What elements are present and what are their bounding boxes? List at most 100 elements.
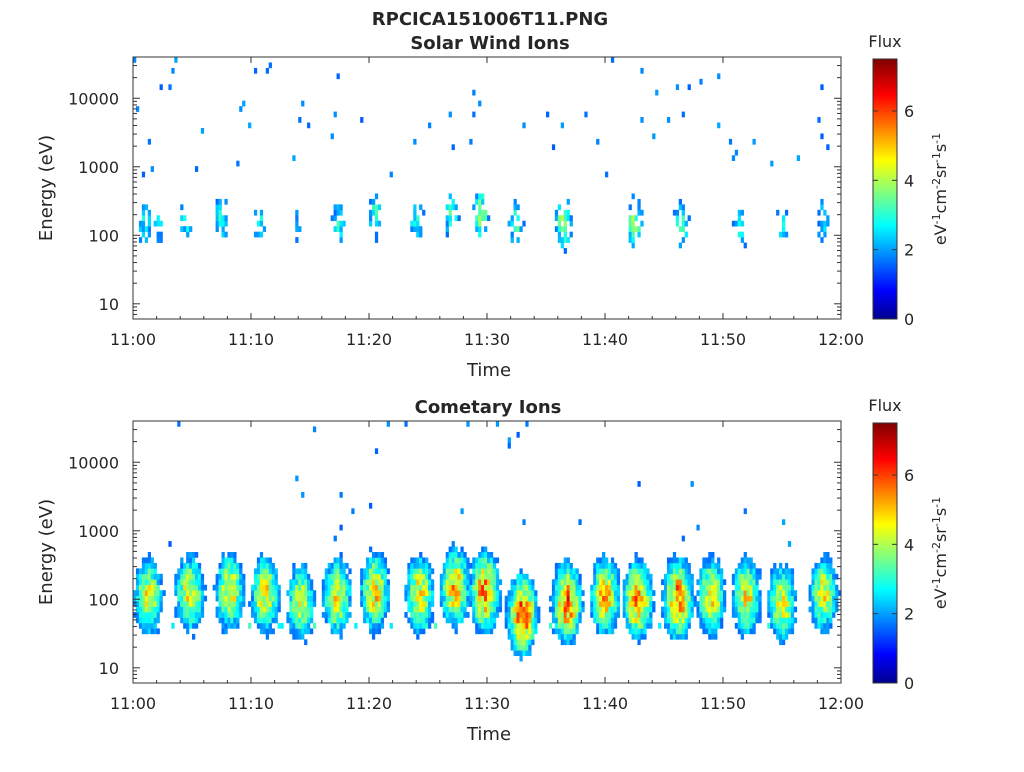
heatmap-cell (610, 601, 615, 607)
heatmap-cell (705, 562, 709, 569)
heatmap-cell (304, 590, 308, 596)
heatmap-cell (578, 601, 582, 607)
heatmap-cell (708, 552, 712, 558)
heatmap-cell (186, 568, 190, 575)
heatmap-cell (336, 584, 340, 591)
heatmap-cell (557, 231, 562, 238)
heatmap-cell (616, 573, 621, 580)
heatmap-cell (153, 562, 157, 569)
heatmap-cell (445, 557, 449, 564)
heatmap-cell (472, 590, 476, 596)
heatmap-cell (407, 606, 411, 613)
heatmap-cell (755, 579, 759, 586)
heatmap-cell (610, 562, 615, 569)
heatmap-cell (141, 601, 146, 607)
heatmap-cell (720, 568, 724, 575)
heatmap-cell (345, 562, 349, 569)
heatmap-cell (610, 612, 615, 618)
heatmap-cell (531, 579, 535, 586)
heatmap-cell (787, 579, 792, 586)
heatmap-cell (251, 601, 255, 607)
heatmap-cell (599, 573, 603, 580)
heatmap-cell (711, 562, 715, 569)
heatmap-cell (233, 612, 237, 618)
heatmap-cell (253, 67, 258, 74)
heatmap-cell (773, 568, 777, 575)
heatmap-cell (817, 209, 821, 216)
heatmap-cell (752, 579, 756, 586)
heatmap-cell (407, 617, 411, 624)
heatmap-cell (454, 562, 458, 569)
heatmap-cell (224, 215, 228, 222)
heatmap-cell (419, 568, 423, 575)
heatmap-cell (487, 590, 491, 596)
heatmap-cell (717, 595, 721, 602)
heatmap-cell (602, 573, 606, 580)
heatmap-cell (197, 595, 202, 602)
heatmap-cell (218, 573, 222, 580)
heatmap-cell (144, 612, 149, 618)
heatmap-cell (507, 606, 511, 613)
heatmap-cell (566, 237, 570, 243)
heatmap-cell (740, 209, 744, 216)
heatmap-cell (416, 226, 420, 232)
heatmap-cell (374, 579, 379, 586)
heatmap-cell (268, 584, 272, 591)
heatmap-cell (256, 622, 261, 629)
heatmap-cell (345, 573, 349, 580)
heatmap-cell (377, 562, 382, 569)
heatmap-cell (531, 622, 535, 629)
heatmap-cell (445, 584, 449, 591)
heatmap-cell (528, 644, 532, 651)
heatmap-cell (460, 573, 464, 580)
heatmap-cell (652, 606, 656, 613)
heatmap-cell (445, 590, 449, 596)
heatmap-cell (681, 628, 685, 635)
heatmap-cell (705, 584, 709, 591)
heatmap-cell (227, 573, 231, 580)
heatmap-cell (826, 612, 830, 618)
heatmap-cell (513, 617, 517, 624)
heatmap-cell (652, 601, 656, 607)
heatmap-cell (333, 568, 337, 575)
heatmap-cell (333, 209, 337, 216)
heatmap-cell (752, 568, 756, 575)
heatmap-cell (634, 606, 638, 613)
heatmap-cell (466, 590, 470, 596)
heatmap-cell (661, 579, 665, 586)
heatmap-cell (740, 579, 744, 586)
heatmap-cell (557, 568, 562, 575)
heatmap-cell (572, 633, 576, 640)
heatmap-cell (557, 237, 562, 243)
heatmap-cell (419, 601, 423, 607)
heatmap-cell (259, 573, 264, 580)
heatmap-cell (363, 568, 367, 575)
heatmap-cell (150, 601, 154, 607)
heatmap-cell (717, 573, 721, 580)
colorbar-tick-label: 4 (904, 171, 914, 190)
heatmap-cell (307, 628, 311, 635)
heatmap-cell (492, 601, 497, 607)
heatmap-cell (298, 617, 302, 624)
heatmap-cell (599, 606, 603, 613)
heatmap-cell (371, 595, 376, 602)
heatmap-cell (295, 573, 299, 580)
heatmap-cell (560, 622, 564, 629)
heatmap-cell (156, 606, 160, 613)
heatmap-cell (230, 584, 234, 591)
heatmap-cell (519, 639, 523, 646)
heatmap-cell (723, 606, 727, 613)
heatmap-cell (640, 584, 644, 591)
heatmap-cell (784, 584, 789, 591)
heatmap-cell (793, 590, 798, 596)
heatmap-cell (153, 628, 157, 635)
heatmap-cell (649, 601, 653, 607)
heatmap-cell (531, 617, 535, 624)
heatmap-cell (416, 573, 420, 580)
heatmap-cell (823, 209, 827, 216)
heatmap-cell (572, 595, 576, 602)
heatmap-cell (507, 633, 511, 640)
heatmap-cell (336, 562, 340, 569)
heatmap-cell (221, 595, 225, 602)
heatmap-cell (820, 579, 824, 586)
